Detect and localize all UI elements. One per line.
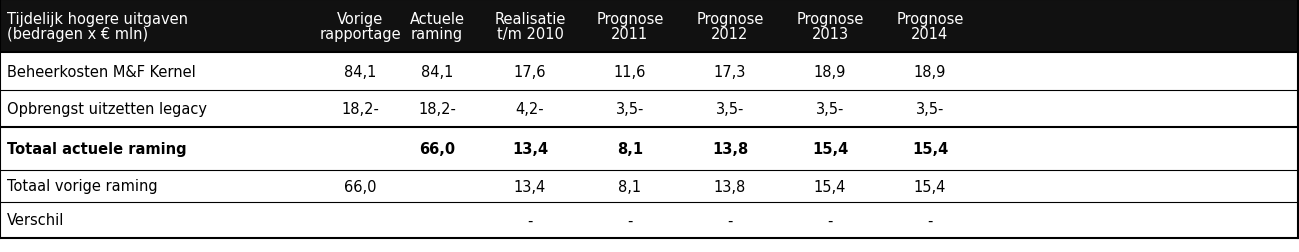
Text: 15,4: 15,4 <box>912 141 948 156</box>
Text: -: - <box>627 213 633 228</box>
Text: Realisatie: Realisatie <box>495 12 565 27</box>
Text: 66,0: 66,0 <box>344 179 377 194</box>
Text: 18,9: 18,9 <box>813 65 846 80</box>
Text: (bedragen x € mln): (bedragen x € mln) <box>6 27 148 42</box>
Text: 17,6: 17,6 <box>513 65 547 80</box>
Text: Prognose: Prognose <box>896 12 964 27</box>
Text: 18,2-: 18,2- <box>418 102 456 116</box>
Text: 2011: 2011 <box>612 27 648 42</box>
Text: Opbrengst uitzetten legacy: Opbrengst uitzetten legacy <box>6 102 207 116</box>
Text: Tijdelijk hogere uitgaven: Tijdelijk hogere uitgaven <box>6 12 188 27</box>
Text: 13,8: 13,8 <box>712 141 748 156</box>
Text: Prognose: Prognose <box>796 12 864 27</box>
Text: 2014: 2014 <box>912 27 948 42</box>
Text: 18,9: 18,9 <box>913 65 946 80</box>
Text: Beheerkosten M&F Kernel: Beheerkosten M&F Kernel <box>6 65 196 80</box>
Text: 18,2-: 18,2- <box>342 102 379 116</box>
Bar <box>0 54 1299 238</box>
Text: Totaal actuele raming: Totaal actuele raming <box>6 141 187 156</box>
Text: 4,2-: 4,2- <box>516 102 544 116</box>
Text: 2013: 2013 <box>812 27 848 42</box>
Text: -: - <box>727 213 733 228</box>
Text: Prognose: Prognose <box>696 12 764 27</box>
Text: 84,1: 84,1 <box>344 65 377 80</box>
Text: Prognose: Prognose <box>596 12 664 27</box>
Text: -: - <box>527 213 533 228</box>
Text: Verschil: Verschil <box>6 213 65 228</box>
Text: 15,4: 15,4 <box>812 141 848 156</box>
Text: Actuele: Actuele <box>409 12 465 27</box>
Text: 8,1: 8,1 <box>618 179 642 194</box>
Text: 13,8: 13,8 <box>714 179 746 194</box>
Text: 3,5-: 3,5- <box>616 102 644 116</box>
Text: rapportage: rapportage <box>320 27 401 42</box>
Text: 11,6: 11,6 <box>614 65 646 80</box>
Text: t/m 2010: t/m 2010 <box>496 27 564 42</box>
Text: 15,4: 15,4 <box>813 179 846 194</box>
Text: 66,0: 66,0 <box>420 141 455 156</box>
Text: 2012: 2012 <box>712 27 748 42</box>
Text: 15,4: 15,4 <box>913 179 946 194</box>
Text: 17,3: 17,3 <box>714 65 746 80</box>
Text: 8,1: 8,1 <box>617 141 643 156</box>
Text: 13,4: 13,4 <box>514 179 546 194</box>
Text: 84,1: 84,1 <box>421 65 453 80</box>
Text: -: - <box>827 213 833 228</box>
Text: Totaal vorige raming: Totaal vorige raming <box>6 179 157 194</box>
Text: Vorige: Vorige <box>336 12 383 27</box>
Text: raming: raming <box>410 27 462 42</box>
Text: -: - <box>927 213 933 228</box>
Text: 13,4: 13,4 <box>512 141 548 156</box>
Text: 3,5-: 3,5- <box>716 102 744 116</box>
Text: 3,5-: 3,5- <box>816 102 844 116</box>
Text: 3,5-: 3,5- <box>916 102 944 116</box>
Bar <box>0 0 1299 53</box>
